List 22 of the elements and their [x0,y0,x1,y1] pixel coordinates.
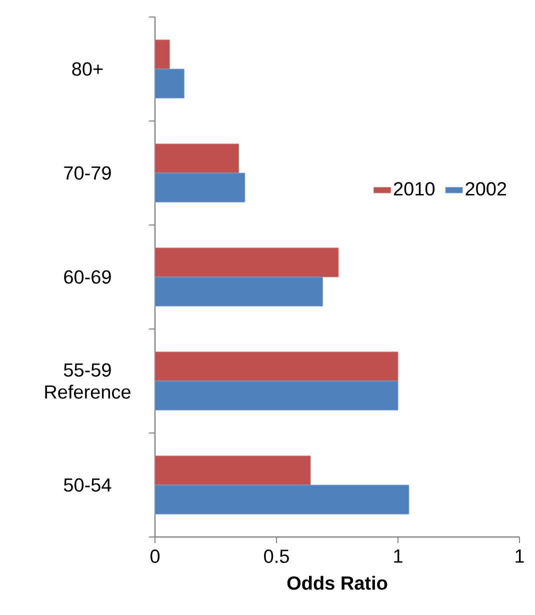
y-tick-label: 50-54 [64,478,112,492]
bar [154,248,339,278]
legend-label: 2002 [466,182,506,196]
bar [154,40,170,70]
x-tick-label: 1 [516,550,524,563]
bar [154,172,246,202]
legend-label: 2010 [394,182,435,196]
x-tick-label: 0.5 [264,550,289,563]
bar [154,484,410,514]
y-tick-label: 60-69 [64,270,111,284]
x-tick-label: 0 [150,550,160,563]
bar [154,144,240,174]
bar [154,276,323,306]
bar [154,68,184,98]
x-tick-label: 1 [394,550,402,563]
y-tick-label: 70-79 [64,166,111,180]
x-axis-title: Odds Ratio [287,576,388,590]
y-tick-label: 55-59 Reference [45,363,130,399]
y-tick-label: 80+ [72,62,103,76]
bar [154,352,398,382]
bar [154,380,398,410]
bar [154,456,311,486]
